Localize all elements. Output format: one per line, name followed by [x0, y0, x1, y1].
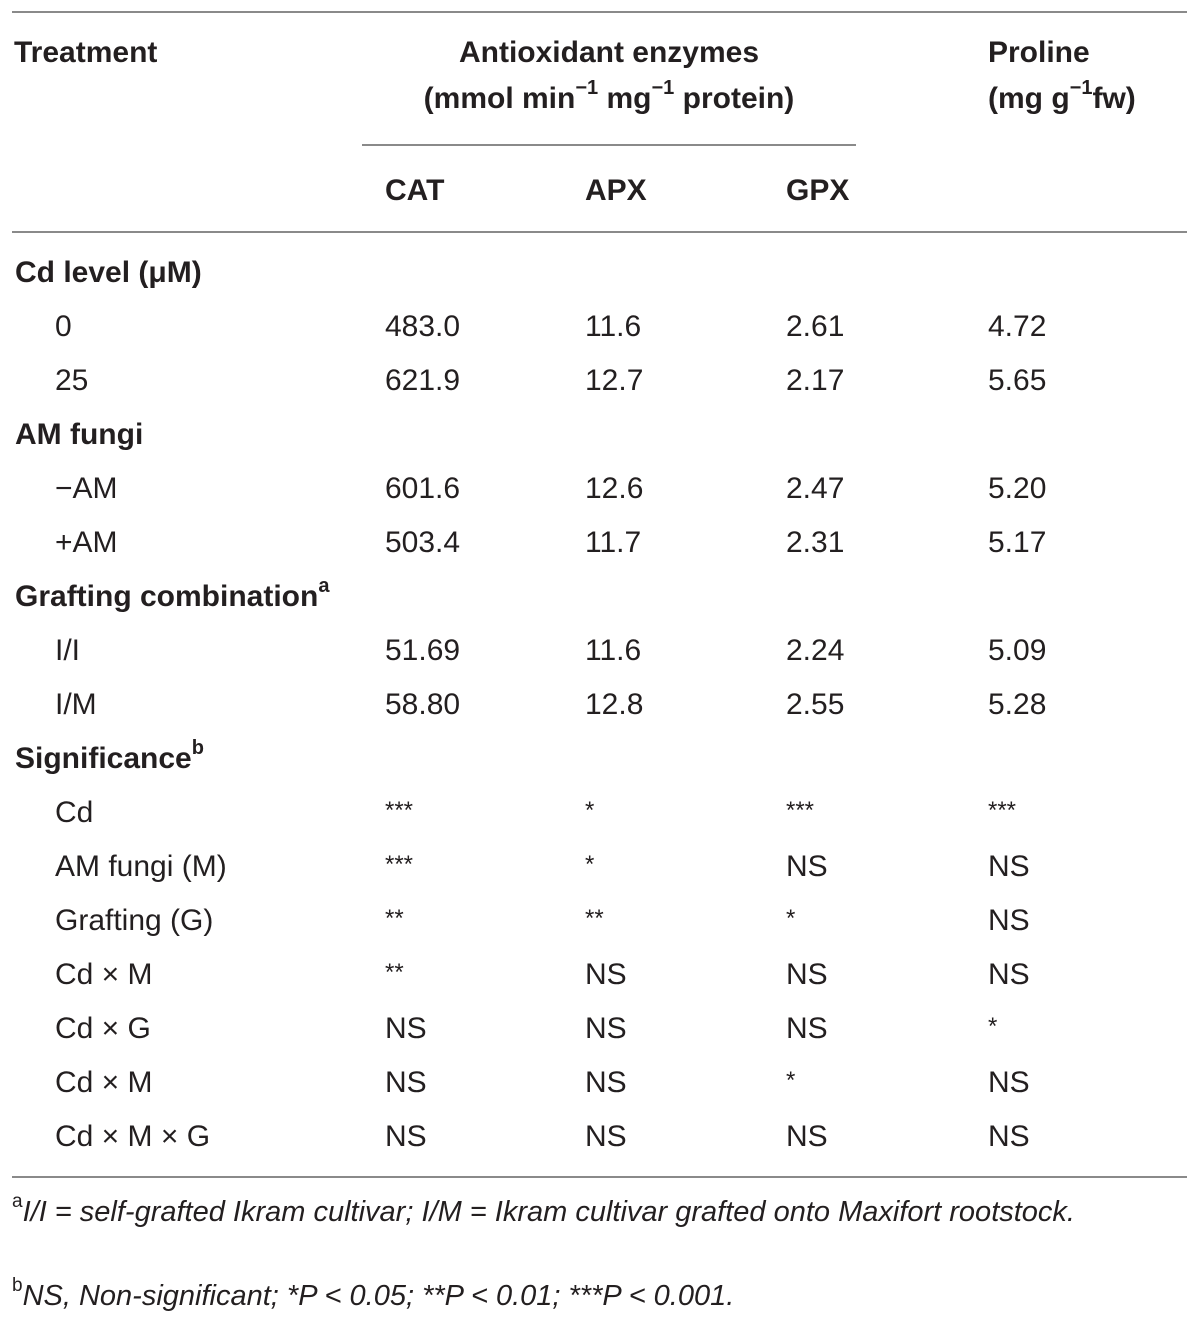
cell-proline: NS [988, 904, 1030, 937]
cell-apx: 11.6 [585, 310, 642, 343]
cell-proline: 5.65 [988, 364, 1047, 397]
cell-proline: NS [988, 850, 1030, 883]
cell-apx: 12.7 [585, 364, 644, 397]
cell-cat: 621.9 [385, 364, 461, 397]
cell-cat: 483.0 [385, 310, 461, 343]
cell-gpx: 2.61 [786, 310, 845, 343]
section-heading: Cd level (μM) [15, 256, 202, 289]
cell-proline: * [988, 1013, 998, 1040]
cell-proline: NS [988, 1066, 1030, 1099]
cell-cat: NS [385, 1066, 427, 1099]
top-rule [12, 11, 1187, 13]
cell-apx: ** [585, 905, 604, 932]
cell-cat: 601.6 [385, 472, 461, 505]
cell-apx: NS [585, 1012, 627, 1045]
header-enzymes-line1: Antioxidant enzymes [458, 36, 760, 69]
row-label: I/M [55, 688, 97, 721]
row-label: 25 [55, 364, 89, 397]
row-label: −AM [55, 472, 118, 505]
cell-gpx: NS [786, 1120, 828, 1153]
footnote-b: bNS, Non-significant; *P < 0.05; **P < 0… [12, 1275, 735, 1312]
row-label: Cd × M [55, 958, 153, 991]
cell-proline: 5.17 [988, 526, 1047, 559]
footnote-a: aI/I = self-grafted Ikram cultivar; I/M … [12, 1191, 1075, 1228]
cell-proline: 5.28 [988, 688, 1047, 721]
cell-apx: 12.6 [585, 472, 644, 505]
cell-apx: * [585, 797, 595, 824]
header-enzymes-line2: (mmol min−1 mg−1 protein) [423, 77, 795, 115]
cell-cat: NS [385, 1120, 427, 1153]
cell-gpx: 2.55 [786, 688, 845, 721]
row-label: +AM [55, 526, 118, 559]
row-label: 0 [55, 310, 72, 343]
row-label: Cd × M [55, 1066, 153, 1099]
row-label: I/I [55, 634, 81, 667]
row-label: Grafting (G) [55, 904, 214, 937]
row-label: Cd × M × G [55, 1120, 211, 1153]
header-apx: APX [585, 174, 647, 207]
cell-gpx: *** [786, 797, 815, 824]
section-heading: AM fungi [15, 418, 144, 451]
section-heading: Significanceb [15, 737, 204, 775]
cell-apx: 11.7 [585, 526, 642, 559]
cell-apx: 11.6 [585, 634, 642, 667]
cell-cat: 58.80 [385, 688, 461, 721]
cell-proline: 5.20 [988, 472, 1047, 505]
row-label: Cd × G [55, 1012, 151, 1045]
cell-cat: 51.69 [385, 634, 461, 667]
cell-cat: *** [385, 851, 414, 878]
enzymes-underline [362, 144, 856, 146]
row-label: Cd [55, 796, 94, 829]
cell-proline: NS [988, 1120, 1030, 1153]
header-bottom-rule [12, 231, 1187, 233]
cell-cat: ** [385, 959, 404, 986]
cell-apx: * [585, 851, 595, 878]
cell-apx: NS [585, 1066, 627, 1099]
row-label: AM fungi (M) [55, 850, 227, 883]
cell-gpx: 2.17 [786, 364, 845, 397]
cell-gpx: NS [786, 1012, 828, 1045]
header-cat: CAT [385, 174, 445, 207]
section-heading: Grafting combinationa [15, 575, 330, 613]
cell-gpx: 2.47 [786, 472, 845, 505]
cell-cat: *** [385, 797, 414, 824]
header-proline-line1: Proline [988, 36, 1090, 69]
header-treatment: Treatment [14, 36, 158, 69]
header-proline-line2: (mg g−1fw) [988, 77, 1136, 115]
cell-gpx: 2.31 [786, 526, 845, 559]
cell-gpx: 2.24 [786, 634, 845, 667]
cell-proline: 4.72 [988, 310, 1047, 343]
cell-gpx: * [786, 905, 796, 932]
cell-apx: 12.8 [585, 688, 644, 721]
cell-gpx: NS [786, 850, 828, 883]
cell-cat: 503.4 [385, 526, 461, 559]
table-bottom-rule [12, 1176, 1187, 1178]
cell-apx: NS [585, 958, 627, 991]
cell-gpx: NS [786, 958, 828, 991]
cell-cat: ** [385, 905, 404, 932]
cell-proline: 5.09 [988, 634, 1047, 667]
cell-apx: NS [585, 1120, 627, 1153]
cell-proline: *** [988, 797, 1017, 824]
cell-cat: NS [385, 1012, 427, 1045]
cell-gpx: * [786, 1067, 796, 1094]
header-gpx: GPX [786, 174, 850, 207]
cell-proline: NS [988, 958, 1030, 991]
